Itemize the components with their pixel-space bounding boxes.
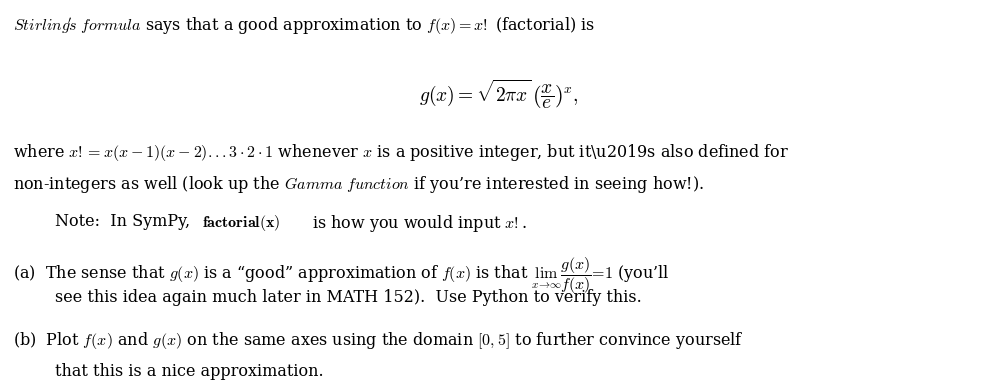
Text: Note:  In SymPy,: Note: In SymPy,	[55, 213, 195, 230]
Text: $g(x) = \sqrt{2\pi x}\,\left(\dfrac{x}{e}\right)^{x},$: $g(x) = \sqrt{2\pi x}\,\left(\dfrac{x}{e…	[419, 78, 578, 111]
Text: see this idea again much later in MATH 152).  Use Python to verify this.: see this idea again much later in MATH 1…	[55, 289, 642, 307]
Text: non-integers as well (look up the $\mathit{Gamma\ function}$ if you’re intereste: non-integers as well (look up the $\math…	[13, 174, 704, 195]
Text: (a)  The sense that $g(x)$ is a “good” approximation of $f(x)$ is that $\lim_{x\: (a) The sense that $g(x)$ is a “good” ap…	[13, 255, 669, 296]
Text: (b)  Plot $f(x)$ and $g(x)$ on the same axes using the domain $[0, 5]$ to furthe: (b) Plot $f(x)$ and $g(x)$ on the same a…	[13, 330, 744, 351]
Text: $\mathit{Stirling\!'\!s\ formula}$ says that a good approximation to $f(x) = x!$: $\mathit{Stirling\!'\!s\ formula}$ says …	[13, 16, 595, 37]
Text: where $x! = x(x-1)(x-2)...3 \cdot 2 \cdot 1$ whenever $x$ is a positive integer,: where $x! = x(x-1)(x-2)...3 \cdot 2 \cdo…	[13, 142, 789, 163]
Text: $\mathbf{factorial(x)}$: $\mathbf{factorial(x)}$	[202, 213, 281, 232]
Text: that this is a nice approximation.: that this is a nice approximation.	[55, 363, 323, 381]
Text: is how you would input $x!$.: is how you would input $x!$.	[307, 213, 526, 234]
